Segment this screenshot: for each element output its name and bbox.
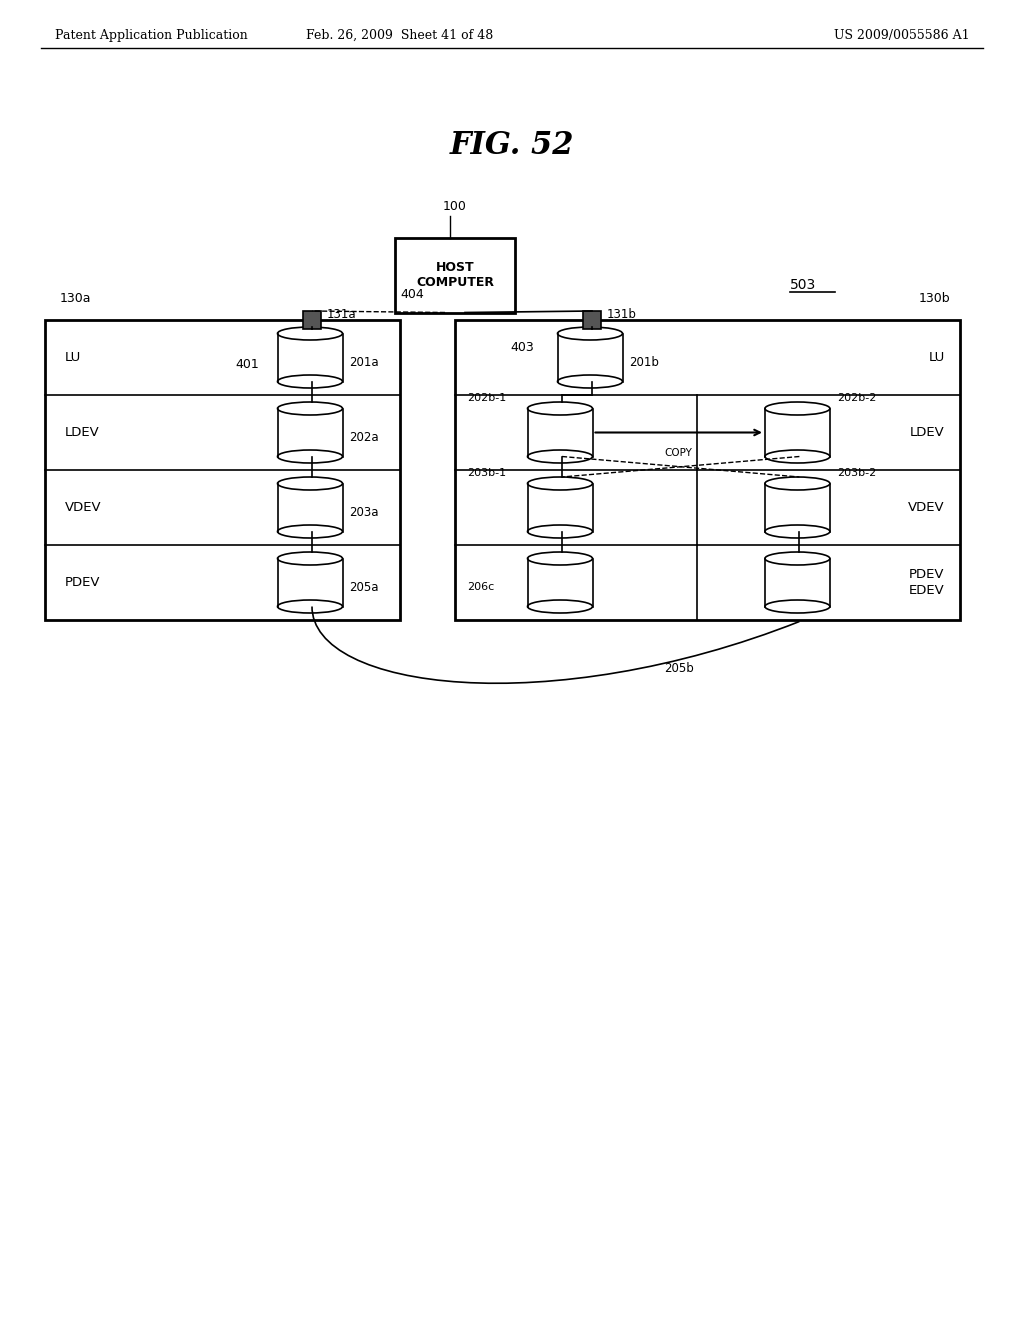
Ellipse shape xyxy=(278,450,342,463)
Text: 202b-2: 202b-2 xyxy=(837,393,877,404)
Text: 403: 403 xyxy=(510,341,534,354)
Ellipse shape xyxy=(527,552,593,565)
Text: 401: 401 xyxy=(234,359,259,371)
FancyBboxPatch shape xyxy=(45,319,400,620)
Ellipse shape xyxy=(278,477,342,490)
Ellipse shape xyxy=(527,403,593,414)
Text: COPY: COPY xyxy=(665,447,692,458)
Text: 202b-1: 202b-1 xyxy=(467,393,506,404)
FancyBboxPatch shape xyxy=(278,558,342,606)
FancyBboxPatch shape xyxy=(583,312,601,329)
Ellipse shape xyxy=(527,525,593,539)
FancyBboxPatch shape xyxy=(527,408,593,457)
Text: FIG. 52: FIG. 52 xyxy=(450,129,574,161)
Ellipse shape xyxy=(557,375,623,388)
Text: 203a: 203a xyxy=(349,506,379,519)
Text: VDEV: VDEV xyxy=(65,502,101,513)
Text: LDEV: LDEV xyxy=(910,426,945,440)
Ellipse shape xyxy=(765,525,829,539)
Text: Patent Application Publication: Patent Application Publication xyxy=(55,29,248,41)
Ellipse shape xyxy=(527,477,593,490)
Text: 100: 100 xyxy=(443,199,467,213)
FancyBboxPatch shape xyxy=(278,483,342,532)
Text: 404: 404 xyxy=(400,289,424,301)
FancyBboxPatch shape xyxy=(303,312,321,329)
Ellipse shape xyxy=(278,552,342,565)
Ellipse shape xyxy=(278,601,342,612)
Text: 130a: 130a xyxy=(60,292,91,305)
FancyBboxPatch shape xyxy=(455,319,961,620)
Text: 203b-1: 203b-1 xyxy=(467,469,506,478)
Ellipse shape xyxy=(557,327,623,341)
Text: 130b: 130b xyxy=(919,292,950,305)
Ellipse shape xyxy=(278,327,342,341)
FancyBboxPatch shape xyxy=(527,483,593,532)
FancyBboxPatch shape xyxy=(765,483,829,532)
Ellipse shape xyxy=(278,375,342,388)
Text: 206c: 206c xyxy=(467,582,495,593)
Ellipse shape xyxy=(765,601,829,612)
Text: 205a: 205a xyxy=(349,581,379,594)
Text: US 2009/0055586 A1: US 2009/0055586 A1 xyxy=(835,29,970,41)
FancyBboxPatch shape xyxy=(557,334,623,381)
FancyBboxPatch shape xyxy=(765,558,829,606)
Text: LDEV: LDEV xyxy=(65,426,99,440)
Text: 503: 503 xyxy=(790,279,816,292)
Text: LU: LU xyxy=(929,351,945,364)
Ellipse shape xyxy=(527,450,593,463)
FancyBboxPatch shape xyxy=(278,334,342,381)
Text: 202a: 202a xyxy=(349,432,379,444)
Text: Feb. 26, 2009  Sheet 41 of 48: Feb. 26, 2009 Sheet 41 of 48 xyxy=(306,29,494,41)
Text: HOST
COMPUTER: HOST COMPUTER xyxy=(416,261,494,289)
Ellipse shape xyxy=(278,403,342,414)
Ellipse shape xyxy=(765,403,829,414)
Text: 203b-2: 203b-2 xyxy=(837,469,877,478)
Text: 205b: 205b xyxy=(664,661,693,675)
Text: 131a: 131a xyxy=(327,309,356,322)
Text: VDEV: VDEV xyxy=(908,502,945,513)
FancyBboxPatch shape xyxy=(765,408,829,457)
Text: LU: LU xyxy=(65,351,81,364)
Ellipse shape xyxy=(765,477,829,490)
Ellipse shape xyxy=(765,552,829,565)
Text: 201a: 201a xyxy=(349,356,379,370)
FancyBboxPatch shape xyxy=(527,558,593,606)
Text: 201b: 201b xyxy=(630,356,659,370)
Text: PDEV: PDEV xyxy=(65,576,100,589)
Ellipse shape xyxy=(765,450,829,463)
Ellipse shape xyxy=(278,525,342,539)
Text: PDEV
EDEV: PDEV EDEV xyxy=(909,569,945,597)
Text: 131b: 131b xyxy=(607,309,637,322)
FancyBboxPatch shape xyxy=(278,408,342,457)
Ellipse shape xyxy=(527,601,593,612)
FancyBboxPatch shape xyxy=(395,238,515,313)
